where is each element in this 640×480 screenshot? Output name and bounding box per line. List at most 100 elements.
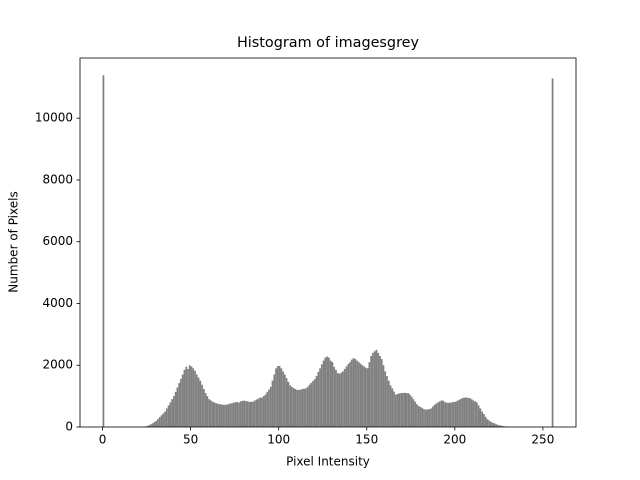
bar bbox=[370, 355, 373, 427]
bar bbox=[185, 366, 188, 427]
bar bbox=[239, 401, 242, 427]
bar bbox=[282, 371, 284, 427]
bar bbox=[486, 419, 489, 427]
bar bbox=[264, 394, 267, 427]
bar bbox=[361, 365, 364, 427]
bar bbox=[394, 394, 397, 427]
bar bbox=[437, 402, 439, 427]
bar bbox=[331, 362, 334, 427]
bar bbox=[199, 380, 202, 427]
bar bbox=[174, 391, 177, 427]
bar bbox=[366, 368, 369, 427]
bar bbox=[157, 418, 159, 427]
bar bbox=[428, 409, 431, 427]
bar bbox=[306, 386, 309, 427]
bar bbox=[298, 389, 300, 427]
bar bbox=[454, 401, 457, 427]
bar bbox=[269, 386, 272, 427]
bar bbox=[349, 362, 351, 427]
bar bbox=[273, 374, 276, 427]
y-axis-label: Number of Pixels bbox=[7, 191, 21, 292]
bar bbox=[169, 402, 172, 427]
bar bbox=[498, 425, 501, 427]
bar bbox=[398, 393, 401, 427]
bar bbox=[414, 401, 417, 427]
bar bbox=[158, 417, 161, 427]
bar bbox=[387, 380, 390, 427]
bar bbox=[291, 386, 293, 427]
bar bbox=[197, 377, 200, 427]
bar bbox=[305, 388, 307, 427]
bar bbox=[444, 402, 447, 427]
bar bbox=[162, 413, 165, 427]
bar bbox=[225, 404, 228, 427]
bar bbox=[243, 400, 246, 427]
y-tick-label: 8000 bbox=[42, 172, 73, 186]
y-tick-label: 0 bbox=[65, 420, 73, 434]
bar bbox=[322, 360, 325, 427]
bar bbox=[195, 374, 198, 427]
x-tick-label: 150 bbox=[355, 433, 378, 447]
bar bbox=[364, 367, 367, 427]
bar bbox=[308, 384, 311, 427]
bar bbox=[419, 406, 422, 427]
bar bbox=[481, 411, 483, 427]
bar bbox=[176, 387, 179, 427]
bar bbox=[164, 411, 166, 427]
bar bbox=[153, 422, 156, 427]
bar bbox=[342, 371, 344, 427]
bar bbox=[405, 393, 408, 427]
bar bbox=[384, 371, 387, 427]
bar bbox=[224, 404, 226, 427]
bar bbox=[150, 424, 152, 427]
bar bbox=[276, 366, 279, 427]
bar bbox=[294, 389, 297, 427]
bar bbox=[155, 420, 158, 427]
y-tick-label: 4000 bbox=[42, 296, 73, 310]
bar bbox=[280, 368, 283, 427]
bar bbox=[470, 399, 473, 427]
bar bbox=[460, 398, 462, 427]
bar bbox=[343, 368, 346, 427]
bar bbox=[271, 380, 274, 427]
bar bbox=[551, 78, 554, 427]
bar bbox=[463, 397, 466, 427]
bar bbox=[375, 349, 378, 427]
bar bbox=[192, 368, 195, 427]
bar bbox=[335, 369, 337, 427]
bar bbox=[456, 400, 459, 427]
bar bbox=[338, 373, 341, 427]
bar bbox=[347, 364, 350, 427]
bar bbox=[430, 408, 432, 427]
bar bbox=[206, 396, 209, 427]
bar bbox=[319, 368, 321, 427]
bar bbox=[167, 405, 170, 427]
bar bbox=[438, 401, 441, 427]
bar bbox=[165, 408, 168, 427]
bar bbox=[340, 372, 343, 427]
bar bbox=[287, 381, 290, 427]
bar bbox=[178, 383, 181, 427]
bar bbox=[236, 401, 239, 427]
bar bbox=[181, 374, 184, 427]
bar bbox=[380, 359, 383, 427]
bar bbox=[296, 389, 299, 427]
bar bbox=[252, 401, 255, 427]
bar bbox=[440, 400, 443, 427]
bar bbox=[350, 359, 353, 427]
bar bbox=[187, 368, 189, 427]
bar bbox=[359, 363, 362, 427]
bar bbox=[442, 400, 445, 427]
x-tick-label: 50 bbox=[183, 433, 198, 447]
bar bbox=[218, 404, 221, 427]
bar bbox=[490, 421, 492, 427]
bar bbox=[389, 385, 392, 427]
bar bbox=[266, 392, 269, 427]
bar bbox=[373, 351, 376, 427]
bar bbox=[393, 391, 395, 427]
bar bbox=[222, 404, 225, 427]
bar bbox=[231, 403, 233, 427]
bar bbox=[356, 360, 358, 427]
bar bbox=[238, 402, 240, 427]
bar bbox=[352, 358, 355, 427]
